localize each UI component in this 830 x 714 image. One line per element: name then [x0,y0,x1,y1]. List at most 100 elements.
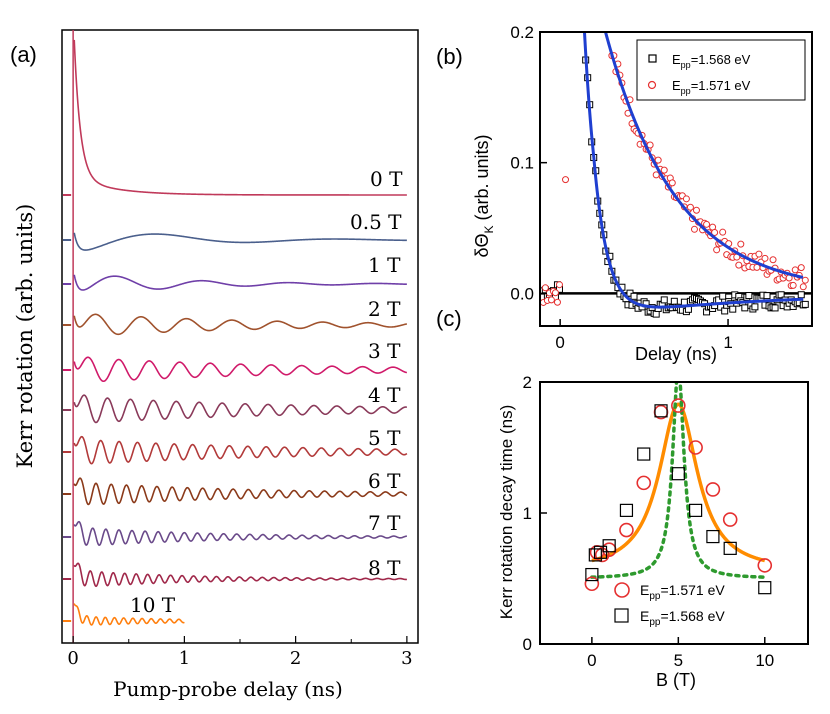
data-point-circle [799,283,807,291]
x-tick-label: 2 [290,648,301,669]
data-point-circle [722,512,738,527]
data-point-square [671,467,685,481]
legend-label: Epp=1.568 eV [672,52,751,70]
field-label: 3 T [368,339,401,363]
panel-c-y-axis-label: Kerr rotation decay time (ns) [497,405,516,619]
data-point-square [729,305,737,313]
data-point-square [670,297,678,305]
trace-group [63,313,408,336]
data-point-circle [555,281,563,289]
x-tick-label: 10 [755,651,774,670]
panel-b-x-axis-label: Delay (ns) [635,344,717,364]
x-tick-label: 1 [723,333,732,352]
data-point-circle [757,558,773,573]
data-point-square [602,539,616,553]
trace-group [63,394,408,424]
y-tick-label: 2 [523,373,532,392]
data-point-circle [705,482,721,497]
x-tick-label: 0 [67,648,78,669]
x-tick-label: 5 [674,651,683,670]
data-point-circle [541,284,549,292]
data-point-circle [646,141,654,149]
fit-curve-1568 [582,32,804,309]
panel-b-label: (b) [436,44,463,69]
field-label: 10 T [130,593,176,617]
panel-b-plot-area [540,19,812,318]
y-tick-label: 0.2 [510,23,534,42]
panel-b-legend: Epp=1.568 eV Epp=1.571 eV [636,39,806,101]
data-point-square [801,300,809,308]
trace-group [63,435,408,465]
data-point-circle [547,296,555,304]
panel-b: (b) 0 1 0.0 0.1 0.2 Delay (ns) δΘK (arb. uni… [436,19,813,364]
data-point-circle [711,228,719,236]
kerr-trace-7T [73,520,407,547]
field-label: 8 T [368,556,401,580]
panel-c-x-axis-label: B (T) [656,670,696,690]
panel-a-label: (a) [10,42,37,67]
data-point-square [652,310,660,318]
data-point-circle [671,398,686,413]
panel-b-legend-box [636,39,806,101]
kerr-trace-10T [73,603,185,626]
kerr-trace-4T [73,394,408,424]
x-tick-label: 3 [401,648,412,669]
data-point-circle [660,166,668,174]
panel-a: (a) 0 T0.5 T1 T2 T3 T4 T5 T6 T7 T8 T10 T… [10,29,419,701]
data-point-square [758,581,772,595]
data-point-circle [551,289,559,297]
data-point-square [581,19,587,25]
data-point-square [763,292,771,300]
panel-a-y-axis-label: Kerr rotation (arb. units) [13,204,37,469]
series-points [585,404,772,595]
data-point-square [654,404,668,418]
data-point-square [723,541,737,555]
trace-group [63,477,408,506]
legend-label: Epp=1.568 eV [640,608,725,628]
field-label: 0.5 T [350,210,402,234]
panel-b-data [540,19,812,318]
data-point-square [741,304,749,312]
kerr-trace-0T [73,39,407,196]
data-point-circle [562,176,570,184]
kerr-trace-8T [73,562,407,588]
data-point-circle [801,276,809,284]
kerr-trace-5T [73,435,408,465]
trace-group [63,232,407,251]
data-point-circle [737,240,745,248]
data-point-circle [619,522,634,538]
kerr-trace-2T [73,313,408,336]
data-point-circle [688,440,703,455]
data-point-circle [735,261,743,269]
data-point-circle [584,576,600,592]
x-tick-label: 1 [179,648,190,669]
legend-marker-circle [647,80,657,90]
legend-marker-square [648,54,657,63]
panel-b-ticks: 0 1 0.0 0.1 0.2 [510,23,732,352]
data-point-square [706,529,720,544]
data-point-circle [652,171,660,179]
panel-b-y-axis-label: δΘK (arb. units) [472,134,496,257]
kerr-trace-1T [73,274,407,291]
data-point-square [637,447,651,461]
data-point-circle [636,475,652,491]
data-point-square [680,298,688,306]
trace-group [63,39,407,196]
panel-a-field-labels: 0 T 0.5 T 1 T 2 T 3 T 4 T 5 T 6 T 7 T 8 T 10 T [130,167,403,617]
trace-group [63,274,407,291]
data-point-square [630,292,638,300]
panel-c-ticks: 0 5 10 0 1 2 [523,373,775,670]
panel-b-frame [539,31,813,327]
data-point-circle [713,246,721,254]
lorentzian-fit-solid [591,402,766,563]
trace-group [63,562,407,588]
trace-group [63,520,407,547]
panel-c-label: (c) [436,306,462,331]
data-point-square [751,303,759,311]
panel-a-x-axis-label: Pump-probe delay (ns) [113,677,343,701]
field-label: 2 T [368,297,401,321]
field-label: 5 T [368,426,401,450]
legend-marker-circle [614,582,630,598]
